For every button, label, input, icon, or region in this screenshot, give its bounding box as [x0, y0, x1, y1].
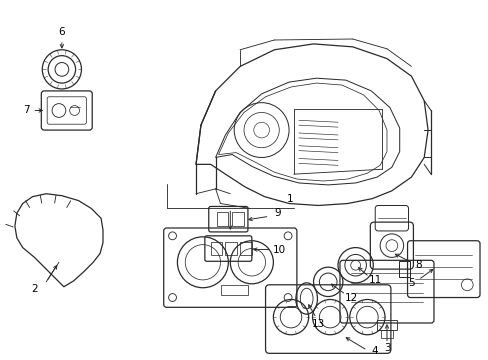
- Bar: [216, 212, 228, 226]
- Text: 5: 5: [407, 278, 414, 288]
- Text: 7: 7: [23, 105, 30, 116]
- Bar: [210, 242, 222, 256]
- Text: 9: 9: [273, 208, 280, 218]
- Text: 3: 3: [383, 343, 389, 354]
- Text: 4: 4: [371, 346, 378, 356]
- Bar: [398, 261, 409, 277]
- Text: 12: 12: [345, 293, 358, 302]
- Circle shape: [284, 232, 291, 240]
- Bar: [220, 285, 247, 294]
- Text: 2: 2: [31, 284, 38, 294]
- Text: 10: 10: [272, 244, 285, 255]
- Text: 13: 13: [311, 319, 325, 329]
- Text: 6: 6: [59, 27, 65, 37]
- Text: 11: 11: [368, 275, 381, 285]
- Circle shape: [168, 232, 176, 240]
- Text: 1: 1: [286, 194, 293, 203]
- Bar: [225, 242, 237, 256]
- Circle shape: [284, 294, 291, 301]
- Bar: [376, 320, 396, 330]
- Bar: [380, 330, 392, 338]
- Text: 8: 8: [414, 260, 421, 270]
- Bar: [240, 242, 251, 256]
- Bar: [232, 212, 244, 226]
- Circle shape: [168, 294, 176, 301]
